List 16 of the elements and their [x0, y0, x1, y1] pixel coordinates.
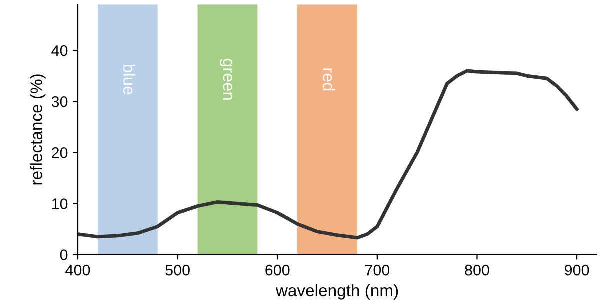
y-tick-label: 0 — [60, 250, 68, 260]
x-tick-label: 700 — [365, 264, 390, 276]
x-tick-label: 500 — [166, 264, 190, 276]
x-tick-label: 900 — [565, 264, 590, 276]
band-label: green — [220, 59, 232, 100]
x-tick-label: 800 — [465, 264, 490, 276]
y-axis-title: reflectance (%) — [30, 74, 46, 185]
y-tick-label: 40 — [52, 45, 68, 56]
band-label: blue — [123, 64, 136, 95]
x-tick-label: 600 — [266, 264, 290, 276]
y-tick-label: 10 — [52, 198, 68, 210]
band-label: red — [323, 68, 336, 91]
x-tick-label: 400 — [66, 264, 90, 276]
y-tick-label: 20 — [52, 148, 68, 158]
x-axis-title: wavelength (nm) — [276, 284, 398, 300]
y-tick-label: 30 — [52, 96, 68, 108]
